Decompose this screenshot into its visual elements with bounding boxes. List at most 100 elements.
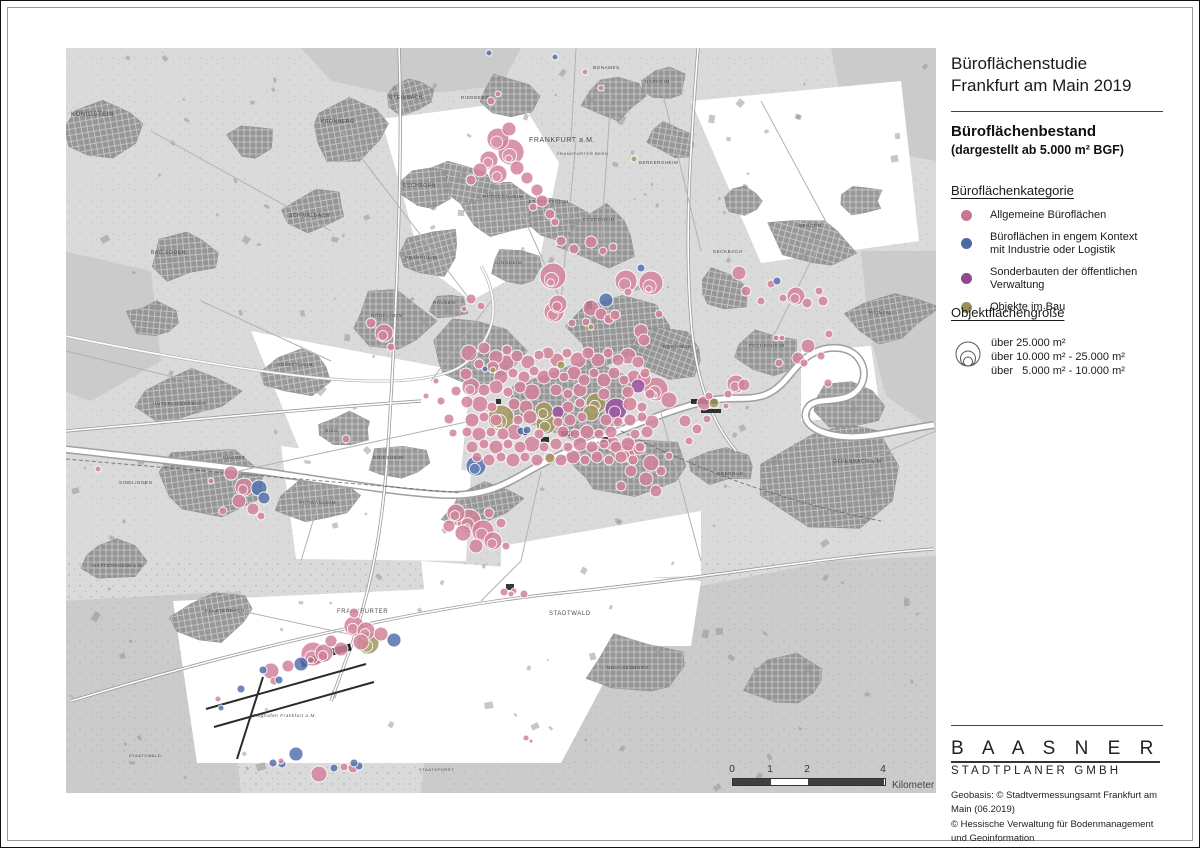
credits: Geobasis: © Stadtvermessungsamt Frankfur… — [951, 789, 1163, 847]
map-object-circle — [495, 517, 507, 529]
map-object-circle — [596, 372, 612, 388]
legend-color-dot — [961, 301, 972, 313]
map-object-circle — [538, 441, 550, 453]
map-object-circle — [217, 704, 225, 712]
map-object-circle — [482, 453, 496, 467]
map-object-circle — [488, 439, 504, 455]
place-label: SECKBACH — [713, 249, 743, 254]
map-object-circle — [801, 297, 813, 309]
map-object-circle — [597, 387, 611, 401]
map-object-circle — [288, 746, 304, 762]
map-object-circle — [615, 480, 627, 492]
map-object-circle — [655, 465, 667, 477]
place-label: GRIESHEIM — [373, 455, 404, 460]
place-label: BONAMES — [593, 65, 620, 70]
baasner-logo: B A A S N E R — [951, 738, 1161, 763]
map-object-circle — [478, 411, 490, 423]
place-label: MAINTAL — [869, 310, 892, 315]
place-label: STAATSFORST — [419, 767, 454, 772]
map-object-circle — [530, 453, 544, 467]
map-object-circle — [561, 347, 573, 359]
map-object-circle — [465, 174, 477, 186]
place-label: NEU-ISENBURG — [607, 665, 649, 670]
place-label: Flughafen Frankfurt a.M. — [253, 713, 317, 718]
map-object-circle — [460, 305, 468, 313]
map-object-circle — [549, 383, 563, 397]
map-object-circle — [602, 347, 614, 359]
office-object-circles — [94, 49, 834, 783]
place-label: KÖNIGSTEIN — [71, 111, 114, 118]
place-label: BERKERSHEIM — [639, 160, 678, 165]
map-object-circle — [534, 401, 554, 421]
place-label: PRAUNHEIM — [405, 255, 437, 260]
map-object-circle — [772, 276, 782, 286]
credit-line: © Hessische Verwaltung für Bodenmanageme… — [951, 818, 1154, 844]
map-object-circle — [604, 425, 618, 439]
map-object-circle — [477, 383, 491, 397]
map-object-circle — [488, 379, 504, 395]
scale-bar-ticks: 0 1 2 4 — [729, 764, 932, 778]
map-object-circle — [618, 374, 630, 386]
map-object-circle — [548, 294, 568, 314]
map-object-circle — [723, 389, 733, 399]
map-object-circle — [631, 355, 645, 369]
map-object-circle — [352, 633, 370, 651]
map-object-circle — [568, 243, 580, 255]
map-object-circle — [432, 377, 440, 385]
place-label: FECHENHEIM — [749, 343, 785, 348]
map-object-circle — [256, 511, 266, 521]
map-object-circle — [495, 451, 507, 463]
map-object-circle — [236, 684, 246, 694]
map-object-circle — [638, 270, 664, 296]
place-label: RIEDBERG — [461, 95, 489, 100]
map-object-circle — [501, 541, 511, 551]
place-label: ECKENHEIM — [583, 217, 615, 222]
map-object-circle — [339, 762, 349, 772]
map-object-circle — [218, 506, 228, 516]
map-object-circle — [223, 465, 239, 481]
map-object-circle — [630, 378, 646, 394]
map-object-circle — [277, 757, 285, 765]
map-object-circle — [579, 454, 591, 466]
imprint-divider — [951, 725, 1163, 726]
map-object-circle — [642, 454, 660, 472]
map-object-circle — [207, 477, 215, 485]
map-object-circle — [550, 217, 560, 227]
map-object-circle — [737, 378, 751, 392]
legend-item: Sonderbauten der öffentlichen Verwaltung — [961, 266, 1167, 292]
legend-item: Büroflächen in engem Kontext mit Industr… — [961, 231, 1167, 257]
map-object-circle — [799, 358, 809, 368]
place-label: HEDDERNHEIM — [483, 194, 523, 199]
map-object-circle — [816, 351, 826, 361]
map-object-circle — [501, 344, 513, 356]
map-object-circle — [231, 493, 247, 509]
map-object-circle — [636, 401, 648, 413]
map-object-circle — [489, 366, 497, 374]
map-object-circle — [574, 397, 586, 409]
map-object-circle — [554, 453, 568, 467]
place-label: FRANKFURT a.M. — [529, 137, 595, 144]
map-object-circle — [708, 397, 720, 409]
map-object-circle — [731, 265, 747, 281]
place-label: HARHEIM — [645, 79, 670, 84]
map-title: Büroflächenstudie Frankfurt am Main 2019 — [951, 53, 1167, 98]
map-object-circle — [454, 524, 472, 542]
size-class-labels: über 25.000 m² über 10.000 m² - 25.000 m… — [991, 337, 1125, 377]
map-object-circle — [465, 293, 477, 305]
place-label: KRONBERG — [321, 119, 354, 125]
map-object-circle — [614, 450, 628, 464]
map-object-circle — [556, 425, 570, 439]
map-object-circle — [824, 329, 834, 339]
map-subtitle: Büroflächenbestand — [951, 123, 1097, 140]
map-object-circle — [442, 519, 456, 533]
place-label: SCHWALBACH — [289, 213, 330, 219]
place-label: OBERRAD — [717, 471, 744, 476]
scale-bar: 0 1 2 4 Kilometer — [729, 764, 934, 793]
map-object-circle — [501, 121, 517, 137]
map-object-circle — [522, 409, 538, 425]
map-object-circle — [459, 367, 473, 381]
map-object-circle — [581, 317, 591, 327]
credit-line: Geobasis: © Stadtvermessungsamt Frankfur… — [951, 790, 1158, 816]
map-object-circle — [611, 353, 625, 367]
map-object-circle — [522, 734, 530, 742]
